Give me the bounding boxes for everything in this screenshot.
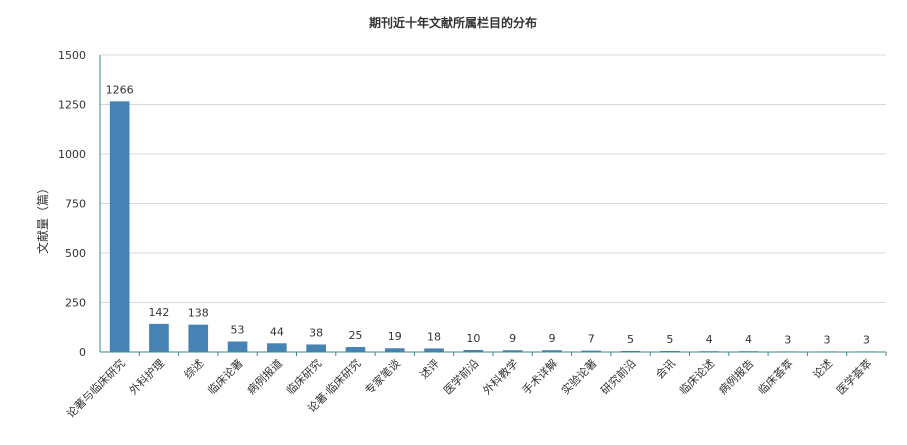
x-tick-label: 论著与临床研究 <box>63 356 127 420</box>
bar <box>581 350 602 352</box>
y-tick-label: 1500 <box>58 49 86 62</box>
x-tick-label: 会讯 <box>653 357 678 382</box>
bar <box>345 347 366 352</box>
bar <box>188 324 209 352</box>
data-label: 9 <box>548 332 555 345</box>
data-label: 142 <box>148 306 169 319</box>
data-label: 5 <box>666 333 673 346</box>
x-tick-label: 外科教学 <box>480 356 521 397</box>
x-tick-label: 专家笔谈 <box>362 356 403 397</box>
x-tick-label: 病例报道 <box>244 356 285 397</box>
x-tick-label: 临床研究 <box>283 356 324 397</box>
bar <box>542 350 562 352</box>
y-tick-label: 0 <box>79 346 86 359</box>
x-tick-label: 临床荟萃 <box>755 356 796 397</box>
data-label: 3 <box>784 333 791 346</box>
data-label: 7 <box>588 333 595 346</box>
data-label: 3 <box>863 333 870 346</box>
data-label: 138 <box>188 307 209 320</box>
bar <box>227 341 248 352</box>
x-tick-label: 实验论著 <box>558 356 599 397</box>
bar <box>424 348 444 352</box>
x-tick-label: 综述 <box>181 356 206 381</box>
data-label: 10 <box>466 332 480 345</box>
y-axis-label: 文献量（篇） <box>35 182 50 254</box>
data-label: 4 <box>745 333 752 346</box>
bar <box>267 343 287 352</box>
gridlines <box>100 54 886 303</box>
bar <box>502 350 523 352</box>
data-label: 4 <box>706 333 713 346</box>
y-tick-label: 250 <box>65 297 86 310</box>
y-tick-label: 1000 <box>58 148 86 161</box>
x-tick-label: 研究前沿 <box>598 356 639 397</box>
x-tick-label: 手术详解 <box>519 356 560 397</box>
data-label: 1266 <box>106 83 134 96</box>
data-label: 5 <box>627 333 634 346</box>
data-label: 44 <box>270 325 284 338</box>
bar <box>109 101 130 352</box>
x-tick-label: 医学荟萃 <box>833 356 874 397</box>
data-label: 9 <box>509 332 516 345</box>
y-tick-label: 1250 <box>58 99 86 112</box>
bar <box>306 344 326 352</box>
y-tick-label: 500 <box>65 247 86 260</box>
bar <box>384 348 405 352</box>
bar <box>463 350 484 352</box>
x-tick-label: 临床论述 <box>676 356 717 397</box>
y-tick-label: 750 <box>65 198 86 211</box>
x-tick-label: 医学前沿 <box>440 356 481 397</box>
data-label: 18 <box>427 330 441 343</box>
x-tick-label: 临床论著 <box>205 356 246 397</box>
x-tick-label: 述评 <box>417 357 442 382</box>
data-label: 19 <box>388 330 402 343</box>
data-label: 3 <box>824 333 831 346</box>
chart-title: 期刊近十年文献所属栏目的分布 <box>369 15 537 30</box>
x-tick-label: 外科护理 <box>126 356 167 397</box>
x-tick-label: 论述 <box>810 356 835 381</box>
data-label: 25 <box>348 329 362 342</box>
data-label: 53 <box>231 324 245 337</box>
bar <box>149 323 169 352</box>
data-label: 38 <box>309 326 323 339</box>
x-tick-label: 病例报告 <box>716 356 757 397</box>
bars <box>109 101 877 352</box>
